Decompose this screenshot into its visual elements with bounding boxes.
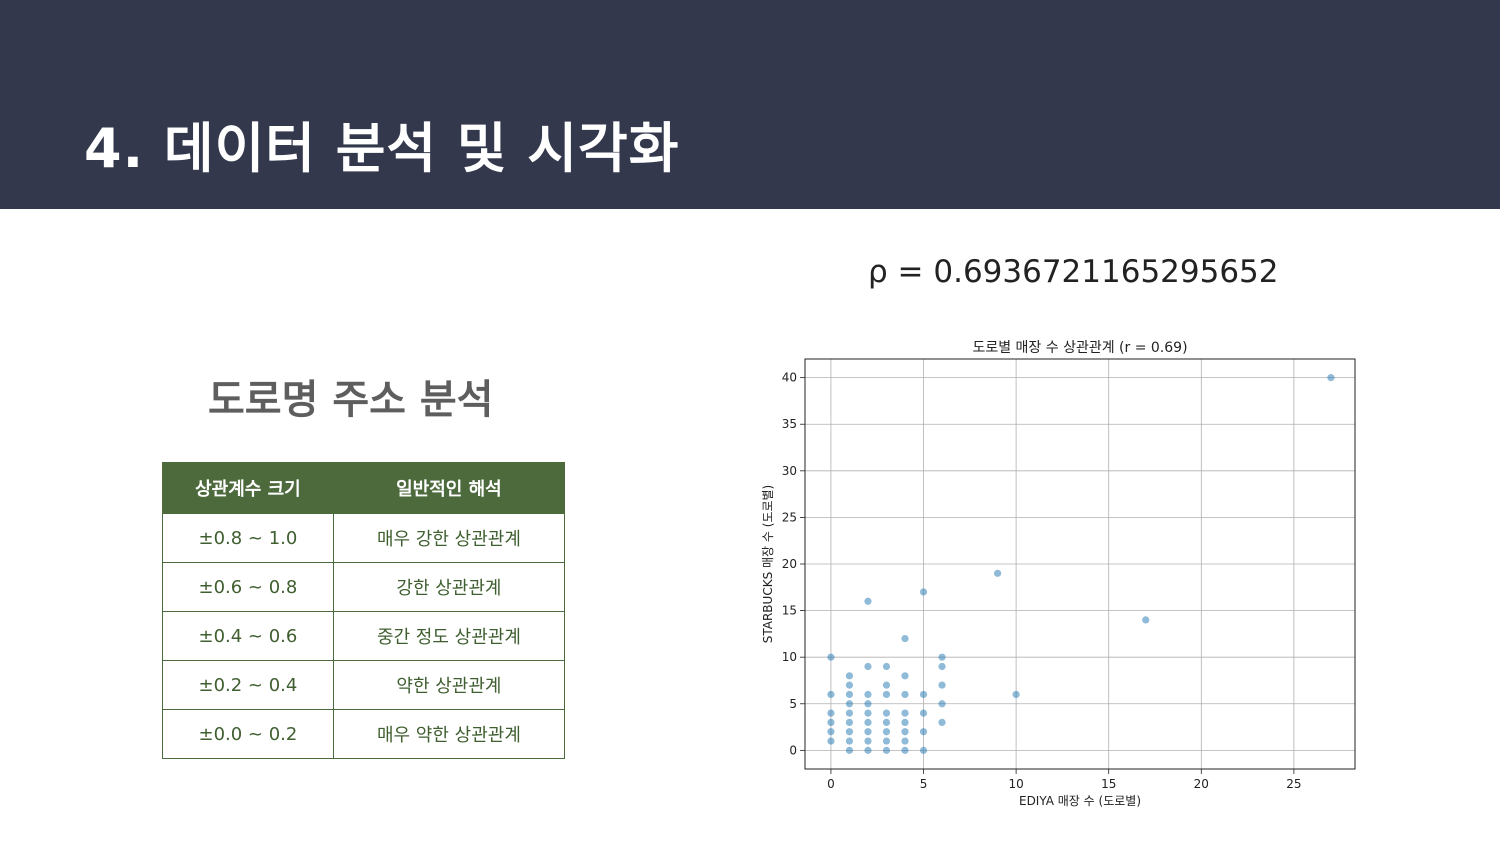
chart-title: 도로별 매장 수 상관관계 (r = 0.69) xyxy=(972,340,1187,356)
table-cell-meaning: 약한 상관관계 xyxy=(332,660,566,710)
data-point xyxy=(993,569,1002,577)
data-point xyxy=(901,672,909,680)
data-point xyxy=(845,737,854,745)
plot-frame xyxy=(804,358,1356,770)
x-tick-label: 25 xyxy=(1286,777,1301,791)
table-row: ±0.8 ~ 1.0 매우 강한 상관관계 xyxy=(162,513,566,563)
table-cell-range: ±0.0 ~ 0.2 xyxy=(162,709,334,759)
table-cell-range: ±0.2 ~ 0.4 xyxy=(162,660,334,710)
data-point xyxy=(938,681,946,689)
table-cell-meaning: 매우 약한 상관관계 xyxy=(332,709,566,759)
data-point xyxy=(938,653,946,661)
y-tick-label: 35 xyxy=(782,417,797,431)
data-point xyxy=(938,718,946,727)
data-point xyxy=(901,746,909,754)
data-point xyxy=(882,662,891,671)
table-row: ±0.2 ~ 0.4 약한 상관관계 xyxy=(162,660,566,710)
data-point xyxy=(845,681,854,689)
rho-value: ρ = 0.6936721165295652 xyxy=(868,254,1279,290)
x-tick-label: 15 xyxy=(1101,777,1116,791)
table-cell-range: ±0.8 ~ 1.0 xyxy=(162,513,334,563)
y-tick-label: 0 xyxy=(789,743,797,757)
header-bar xyxy=(0,0,1500,209)
x-tick-label: 5 xyxy=(920,777,928,791)
table-row: ±0.6 ~ 0.8 강한 상관관계 xyxy=(162,562,566,612)
data-point xyxy=(938,662,946,671)
data-point xyxy=(827,718,835,727)
data-point xyxy=(845,700,854,708)
data-point xyxy=(1327,374,1335,382)
data-point xyxy=(864,737,872,745)
data-point xyxy=(1142,616,1150,624)
data-point xyxy=(864,662,872,671)
table-header-cell: 일반적인 해석 xyxy=(332,462,566,514)
y-tick-label: 30 xyxy=(782,464,797,478)
data-point xyxy=(845,746,854,754)
data-point xyxy=(864,690,872,699)
data-point xyxy=(882,690,891,699)
data-point xyxy=(882,737,891,745)
table-row: ±0.4 ~ 0.6 중간 정도 상관관계 xyxy=(162,611,566,661)
data-point xyxy=(882,746,891,754)
data-point xyxy=(919,746,928,754)
table-header-row: 상관계수 크기 일반적인 해석 xyxy=(162,462,566,514)
data-point xyxy=(882,681,891,689)
y-tick-label: 5 xyxy=(789,697,797,711)
data-point xyxy=(919,588,928,596)
table-header-cell: 상관계수 크기 xyxy=(162,462,334,514)
y-tick-label: 25 xyxy=(782,510,797,524)
x-tick-label: 10 xyxy=(1008,777,1023,791)
x-axis-label: EDIYA 매장 수 (도로별) xyxy=(1019,794,1141,808)
data-point xyxy=(901,728,909,736)
table-row: ±0.0 ~ 0.2 매우 약한 상관관계 xyxy=(162,709,566,759)
data-point xyxy=(882,709,891,717)
data-point xyxy=(864,718,872,727)
table-cell-range: ±0.4 ~ 0.6 xyxy=(162,611,334,661)
data-point xyxy=(864,597,872,605)
data-point xyxy=(827,728,835,736)
data-point xyxy=(882,728,891,736)
data-point xyxy=(901,709,909,717)
scatter-chart: 0 5 10 15 20 25 0 5 10 15 20 25 30 35 40 도로별 매장 수 상관관계 … xyxy=(761,340,1356,808)
data-point xyxy=(919,728,928,736)
data-point xyxy=(827,709,835,717)
table-cell-meaning: 중간 정도 상관관계 xyxy=(332,611,566,661)
data-point xyxy=(882,718,891,727)
x-tick-label: 20 xyxy=(1194,777,1209,791)
correlation-table: 상관계수 크기 일반적인 해석 ±0.8 ~ 1.0 매우 강한 상관관계 ±0… xyxy=(162,462,566,759)
data-point xyxy=(845,672,854,680)
y-tick-label: 15 xyxy=(782,604,797,618)
slide-title: 4. 데이터 분석 및 시각화 xyxy=(84,117,680,180)
table-cell-meaning: 강한 상관관계 xyxy=(332,562,566,612)
data-point xyxy=(845,709,854,717)
table-cell-range: ±0.6 ~ 0.8 xyxy=(162,562,334,612)
data-point xyxy=(845,718,854,727)
data-point xyxy=(864,700,872,708)
data-point xyxy=(827,653,835,661)
data-point xyxy=(827,737,835,745)
table-cell-meaning: 매우 강한 상관관계 xyxy=(332,513,566,563)
data-point xyxy=(901,690,909,699)
data-point xyxy=(845,728,854,736)
data-point xyxy=(827,690,835,699)
y-tick-label: 20 xyxy=(782,557,797,571)
data-point xyxy=(938,700,946,708)
section-title: 도로명 주소 분석 xyxy=(208,377,494,423)
data-point xyxy=(919,709,928,717)
y-tick-label: 40 xyxy=(782,371,797,385)
data-point xyxy=(1012,690,1020,699)
data-point xyxy=(901,634,909,643)
data-point xyxy=(919,690,928,699)
y-axis-label: STARBUCKS 매장 수 (도로별) xyxy=(761,485,775,644)
y-tick-label: 10 xyxy=(782,650,797,664)
data-point xyxy=(845,690,854,699)
data-point xyxy=(864,709,872,717)
data-point xyxy=(864,746,872,754)
x-tick-label: 0 xyxy=(827,777,835,791)
data-point xyxy=(901,718,909,727)
data-point xyxy=(864,728,872,736)
data-point xyxy=(901,737,909,745)
